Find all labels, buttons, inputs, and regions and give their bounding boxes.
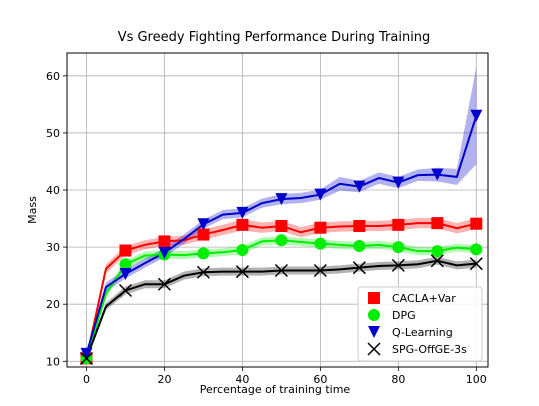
marker-dpg bbox=[431, 245, 444, 258]
marker-cacla-var bbox=[197, 228, 210, 241]
legend-marker-dpg bbox=[368, 309, 380, 321]
x-tick-label: 80 bbox=[391, 373, 405, 386]
y-axis-label: Mass bbox=[26, 196, 39, 224]
marker-spg-offge-3s-stroke bbox=[391, 258, 405, 272]
y-tick-label: 60 bbox=[46, 70, 60, 83]
marker-spg-offge-3s bbox=[313, 263, 327, 278]
x-axis-label: Percentage of training time bbox=[200, 383, 351, 396]
legend-marker-spg-offge-3s-stroke bbox=[367, 342, 381, 356]
marker-q-learning bbox=[158, 246, 171, 259]
marker-spg-offge-3s bbox=[196, 265, 210, 279]
legend-entry-spg-offge-3s: SPG-OffGE-3s bbox=[367, 342, 467, 356]
marker-spg-offge-3s bbox=[391, 258, 405, 272]
x-tick-label: 20 bbox=[157, 373, 171, 386]
y-tick-label: 20 bbox=[46, 298, 60, 311]
x-tick-label: 100 bbox=[466, 373, 487, 386]
marker-spg-offge-3s-stroke bbox=[274, 263, 288, 278]
marker-spg-offge-3s-stroke bbox=[430, 254, 444, 268]
marker-q-learning bbox=[353, 180, 366, 193]
marker-spg-offge-3s-stroke bbox=[118, 283, 133, 298]
marker-q-learning bbox=[275, 193, 288, 206]
marker-dpg bbox=[392, 241, 405, 254]
y-tick-label: 50 bbox=[46, 127, 60, 140]
marker-spg-offge-3s-stroke bbox=[352, 261, 366, 275]
legend-entry-q-learning: Q-Learning bbox=[368, 326, 453, 339]
marker-spg-offge-3s-stroke bbox=[196, 265, 210, 279]
marker-dpg bbox=[470, 243, 483, 256]
chart-title: Vs Greedy Fighting Performance During Tr… bbox=[118, 30, 431, 45]
marker-q-learning bbox=[392, 176, 405, 189]
marker-q-learning bbox=[236, 206, 249, 219]
x-tick-label: 0 bbox=[83, 373, 90, 386]
legend: CACLA+Var DPG Q-Learning SPG-OffGE-3s bbox=[357, 286, 483, 362]
marker-dpg bbox=[119, 258, 132, 271]
marker-dpg bbox=[275, 234, 288, 247]
marker-spg-offge-3s bbox=[118, 283, 133, 298]
marker-cacla-var bbox=[392, 218, 405, 231]
legend-label-spg-offge-3s: SPG-OffGE-3s bbox=[392, 343, 467, 356]
marker-cacla-var bbox=[353, 219, 366, 232]
legend-marker-cacla-var bbox=[368, 292, 380, 304]
legend-label-dpg: DPG bbox=[392, 309, 416, 322]
plot-frame bbox=[66, 52, 489, 368]
marker-dpg bbox=[353, 239, 366, 252]
series-markers bbox=[79, 109, 483, 365]
legend-entry-cacla-var: CACLA+Var bbox=[368, 292, 456, 305]
legend-label-cacla-var: CACLA+Var bbox=[392, 292, 456, 305]
y-tick-label: 10 bbox=[46, 355, 60, 368]
x-tick-label: 40 bbox=[235, 373, 249, 386]
marker-cacla-var bbox=[470, 217, 483, 230]
marker-spg-offge-3s bbox=[430, 254, 444, 268]
marker-cacla-var bbox=[431, 217, 444, 230]
legend-label-q-learning: Q-Learning bbox=[392, 326, 453, 339]
marker-spg-offge-3s bbox=[469, 257, 483, 271]
marker-cacla-var bbox=[158, 235, 171, 248]
y-tick-label: 30 bbox=[46, 241, 60, 254]
marker-spg-offge-3s bbox=[235, 265, 249, 279]
marker-dpg bbox=[236, 243, 249, 256]
legend-marker-q-learning bbox=[368, 326, 380, 338]
marker-spg-offge-3s bbox=[79, 351, 94, 365]
legend-entry-dpg: DPG bbox=[368, 309, 416, 322]
axis-ticks: 0 20 40 60 80 100 10 20 30 40 50 60 bbox=[46, 70, 487, 386]
marker-spg-offge-3s bbox=[274, 263, 288, 278]
marker-spg-offge-3s bbox=[157, 277, 171, 291]
marker-spg-offge-3s-stroke bbox=[469, 257, 483, 271]
marker-spg-offge-3s-stroke bbox=[313, 263, 327, 278]
marker-spg-offge-3s-stroke bbox=[79, 351, 94, 365]
marker-q-learning bbox=[119, 267, 132, 280]
marker-dpg bbox=[314, 237, 327, 250]
marker-dpg bbox=[197, 247, 210, 260]
marker-q-learning bbox=[470, 109, 483, 122]
legend-marker-spg-offge-3s bbox=[367, 342, 381, 356]
marker-cacla-var bbox=[236, 218, 249, 231]
marker-cacla-var bbox=[314, 221, 327, 234]
legend-box bbox=[357, 286, 483, 362]
marker-cacla-var bbox=[275, 219, 288, 232]
marker-q-learning bbox=[431, 168, 444, 181]
marker-q-learning bbox=[80, 347, 93, 360]
marker-spg-offge-3s-stroke bbox=[157, 277, 171, 291]
marker-spg-offge-3s bbox=[352, 261, 366, 275]
marker-cacla-var bbox=[119, 244, 132, 257]
marker-q-learning bbox=[314, 188, 327, 201]
x-tick-label: 60 bbox=[313, 373, 327, 386]
marker-q-learning bbox=[197, 218, 210, 231]
y-tick-label: 40 bbox=[46, 184, 60, 197]
marker-spg-offge-3s-stroke bbox=[235, 265, 249, 279]
